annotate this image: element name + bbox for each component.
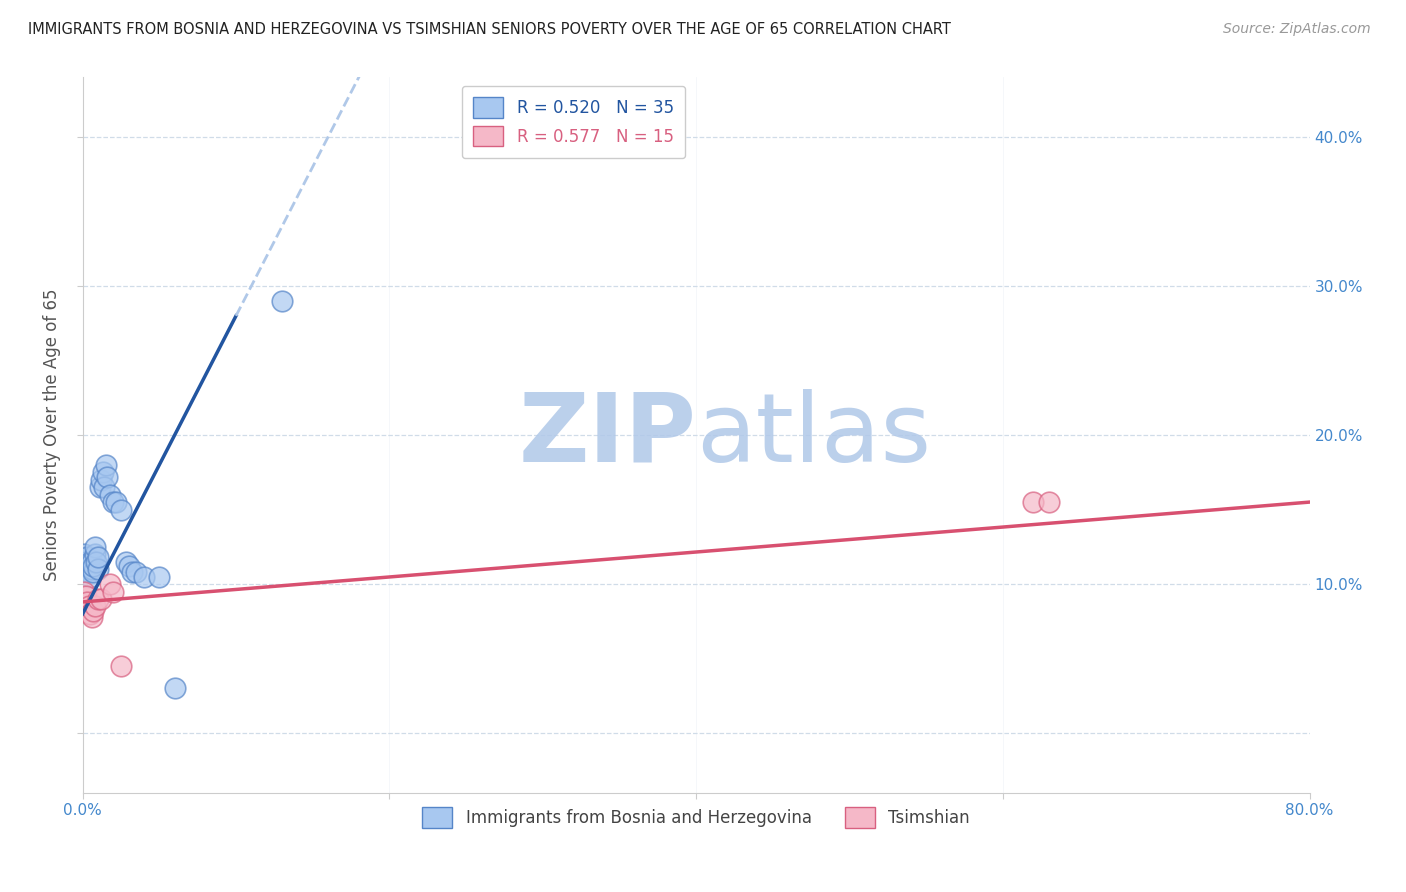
Text: ZIP: ZIP (519, 389, 696, 482)
Point (82, 559, 104, 574)
Point (1022, 495, 1045, 509)
Point (163, 681, 186, 696)
Point (82, 565, 104, 579)
Point (103, 584, 125, 599)
Point (87, 562, 110, 576)
Point (98, 577, 121, 591)
Point (90, 591, 112, 606)
Point (87, 550, 110, 565)
Point (91, 465, 114, 479)
Point (80, 555, 103, 569)
Point (89, 480, 111, 494)
Text: Source: ZipAtlas.com: Source: ZipAtlas.com (1223, 22, 1371, 37)
Point (80, 610, 103, 624)
Point (125, 565, 148, 579)
Point (110, 502, 132, 516)
Point (110, 659, 132, 673)
Point (77, 599, 100, 614)
Point (98, 488, 121, 502)
Legend: Immigrants from Bosnia and Herzegovina, Tsimshian: Immigrants from Bosnia and Herzegovina, … (416, 801, 977, 834)
Point (76, 550, 98, 565)
Point (73, 547, 96, 561)
Point (75, 555, 97, 569)
Point (148, 569, 170, 583)
Point (1038, 495, 1060, 509)
Point (118, 559, 141, 574)
Point (121, 565, 143, 579)
Point (103, 495, 125, 509)
Point (93, 480, 115, 494)
Text: IMMIGRANTS FROM BOSNIA AND HERZEGOVINA VS TSIMSHIAN SENIORS POVERTY OVER THE AGE: IMMIGRANTS FROM BOSNIA AND HERZEGOVINA V… (28, 22, 950, 37)
Point (84, 540, 107, 554)
Point (90, 473, 112, 487)
Y-axis label: Seniors Poverty Over the Age of 65: Seniors Poverty Over the Age of 65 (44, 289, 60, 582)
Point (96, 469, 118, 483)
Point (114, 555, 136, 569)
Point (79, 607, 101, 621)
Point (271, 293, 294, 308)
Point (87, 591, 110, 606)
Point (84, 547, 107, 561)
Point (86, 555, 108, 569)
Point (79, 569, 101, 583)
Point (75, 589, 97, 603)
Text: atlas: atlas (696, 389, 931, 482)
Point (77, 559, 100, 574)
Point (77, 565, 100, 579)
Point (132, 569, 155, 583)
Point (94, 458, 117, 472)
Point (79, 555, 101, 569)
Point (76, 595, 98, 609)
Point (80, 562, 103, 576)
Point (82, 604, 104, 618)
Point (105, 495, 128, 509)
Point (84, 599, 107, 614)
Point (76, 562, 98, 576)
Point (73, 584, 96, 599)
